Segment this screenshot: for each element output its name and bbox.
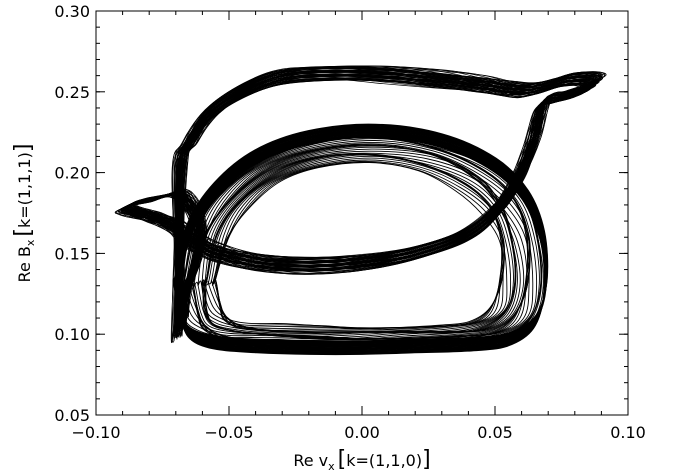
- y-tick-label: 0.05: [54, 406, 90, 425]
- x-axis-label: Re vx [k=(1,1,0)]: [293, 447, 430, 473]
- x-tick-label: 0.00: [344, 423, 380, 442]
- y-tick-label: 0.15: [54, 244, 90, 263]
- tick-layer: −0.10 −0.05 0.00 0.05 0.10 0.05 0.10 0.15 0.20 0.…: [54, 2, 645, 442]
- x-tick-label: 0.05: [477, 423, 513, 442]
- trajectory-loop: [213, 160, 505, 329]
- x-tick-label: −0.10: [71, 423, 120, 442]
- trajectory-loop: [213, 159, 505, 330]
- attractor-band-loop: [172, 123, 549, 342]
- y-tick-label: 0.25: [54, 83, 90, 102]
- trajectory-loop: [133, 78, 585, 316]
- y-tick-label: 0.30: [54, 2, 90, 21]
- y-axis-label: Re Bx[k=(1,1,1)]: [11, 144, 37, 283]
- trajectory-loop: [211, 162, 504, 330]
- trajectory-loop: [190, 143, 531, 340]
- trajectory-layer: [114, 65, 607, 356]
- y-tick-label: 0.10: [54, 325, 90, 344]
- trajectory-loop: [204, 150, 517, 338]
- trajectory-loop: [131, 78, 587, 316]
- x-tick-label: −0.05: [204, 423, 253, 442]
- y-tick-label: 0.20: [54, 164, 90, 183]
- x-tick-label: 0.10: [610, 423, 646, 442]
